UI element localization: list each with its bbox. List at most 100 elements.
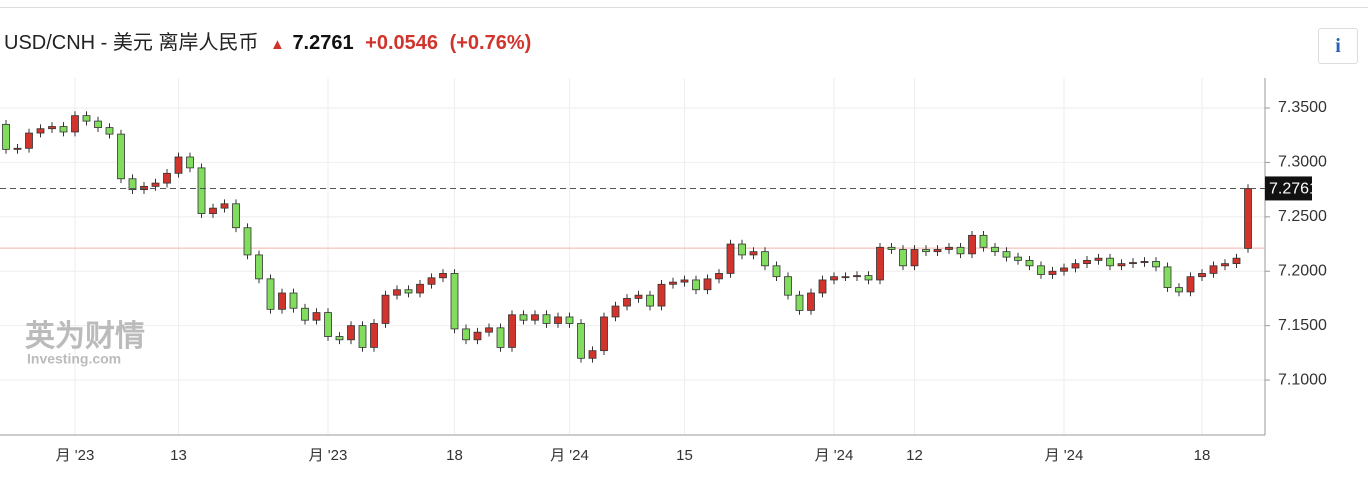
candle-body (13, 147, 22, 150)
x-tick-label: 18 (446, 447, 463, 464)
y-tick-label: 7.2500 (1278, 208, 1327, 225)
candle-body (1048, 270, 1057, 275)
x-tick-label: 12 (906, 447, 923, 464)
info-button[interactable]: i (1318, 28, 1358, 64)
candle-body (519, 314, 528, 321)
candle-body (1244, 188, 1252, 249)
candle-body (105, 127, 114, 135)
candle-body (209, 207, 217, 214)
candle-body (266, 278, 275, 310)
candle-body (623, 298, 631, 307)
candle-body (2, 123, 10, 150)
candle-body (450, 273, 459, 330)
candle-body (59, 126, 68, 133)
candle-body (738, 243, 746, 256)
x-tick-label: 13 (170, 447, 187, 464)
candle-body (933, 249, 942, 253)
candle-body (761, 251, 769, 267)
candle-body (818, 279, 827, 294)
candle-body (508, 314, 516, 348)
candle-body (358, 325, 367, 348)
candle-body (1140, 261, 1149, 263)
candle-body (1037, 265, 1045, 275)
x-tick-label: 月 '23 (56, 447, 95, 464)
candle-body (117, 133, 125, 180)
candle-body (289, 292, 298, 309)
candle-body (232, 203, 240, 229)
candle-body (370, 323, 378, 348)
candle-body (1117, 263, 1126, 267)
candle-body (979, 234, 988, 248)
candle-body (554, 316, 562, 324)
price: 7.2761 (292, 32, 354, 54)
candle-body (312, 312, 321, 321)
candle-body (588, 350, 597, 359)
y-tick-label: 7.1500 (1278, 317, 1327, 334)
candle-body (1232, 257, 1241, 265)
candle-body (485, 327, 493, 333)
candle-body (335, 336, 344, 341)
current-price-label: 7.2761 (1269, 181, 1318, 198)
instrument-title: USD/CNH - 美元 离岸人民币 (4, 32, 259, 54)
up-arrow: ▲ (270, 36, 285, 53)
candle-body (577, 323, 585, 359)
candle-body (611, 305, 620, 318)
x-tick-label: 月 '24 (1045, 447, 1084, 464)
candle-body (956, 246, 965, 255)
candle-body (174, 156, 183, 174)
candle-body (496, 327, 505, 348)
candle-body (36, 128, 45, 134)
candle-body (163, 172, 171, 184)
y-tick-label: 7.3500 (1278, 99, 1327, 116)
watermark-en: Investing.com (27, 351, 121, 367)
candle-body (703, 278, 712, 291)
y-tick-label: 7.2000 (1278, 262, 1327, 279)
candle-body (94, 120, 102, 129)
candle-body (1186, 276, 1195, 293)
candle-body (646, 294, 654, 307)
candle-body (864, 275, 873, 281)
header: USD/CNH - 美元 离岸人民币 ▲ 7.2761 +0.0546 (+0.… (4, 26, 537, 55)
candle-body (1002, 251, 1011, 258)
candle-body (255, 254, 263, 280)
x-tick-label: 18 (1194, 447, 1211, 464)
candle-body (1094, 257, 1103, 261)
candle-body (830, 276, 838, 281)
candle-body (1198, 273, 1206, 278)
candle-body (324, 312, 332, 337)
candle-body (278, 292, 286, 310)
candle-body (772, 265, 781, 278)
candle-body (71, 115, 79, 133)
top-border (0, 7, 1368, 8)
y-tick-label: 7.3000 (1278, 154, 1327, 171)
candle-body (692, 279, 700, 291)
candle-body (1060, 267, 1068, 272)
candle-body (1221, 263, 1229, 267)
candle-body (1175, 287, 1183, 293)
candle-body (887, 246, 896, 250)
candle-body (565, 316, 574, 324)
candle-body (1014, 256, 1022, 261)
candle-body (1163, 266, 1172, 288)
candle-body (347, 325, 355, 341)
candle-body (968, 234, 976, 255)
candle-body (991, 246, 999, 253)
candle-body (945, 246, 953, 250)
candle-body (634, 294, 643, 299)
current-price-box (1265, 176, 1312, 201)
x-tick-label: 月 '23 (309, 447, 348, 464)
candle-body (807, 292, 815, 311)
change-pct: (+0.76%) (449, 32, 532, 54)
candle-body (393, 289, 401, 296)
candle-body (669, 281, 677, 285)
candle-body (243, 227, 252, 256)
candle-body (48, 126, 56, 130)
candle-body (910, 249, 919, 267)
candle-body (439, 273, 447, 279)
candle-body (1083, 259, 1091, 265)
x-tick-label: 15 (676, 447, 693, 464)
watermark-cn: 英为财情 (25, 320, 145, 353)
candle-body (1071, 263, 1080, 269)
